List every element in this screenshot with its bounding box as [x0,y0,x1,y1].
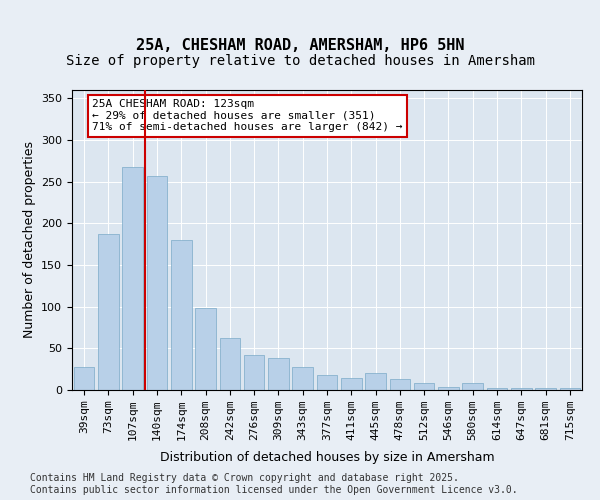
Bar [535,388,556,390]
Text: Contains HM Land Registry data © Crown copyright and database right 2025.
Contai: Contains HM Land Registry data © Crown c… [30,474,518,495]
Text: 25A CHESHAM ROAD: 123sqm
← 29% of detached houses are smaller (351)
71% of semi-: 25A CHESHAM ROAD: 123sqm ← 29% of detach… [92,99,403,132]
Bar [146,176,167,390]
Bar [438,386,459,390]
Bar [292,366,313,390]
Bar [220,338,240,390]
Bar [463,382,483,390]
Bar [389,379,410,390]
Bar [268,358,289,390]
Bar [98,234,119,390]
Text: Size of property relative to detached houses in Amersham: Size of property relative to detached ho… [65,54,535,68]
Bar [195,308,216,390]
Bar [171,240,191,390]
Bar [414,384,434,390]
Bar [511,388,532,390]
Bar [560,388,580,390]
Bar [365,374,386,390]
Bar [122,166,143,390]
Bar [74,366,94,390]
Bar [244,355,265,390]
X-axis label: Distribution of detached houses by size in Amersham: Distribution of detached houses by size … [160,452,494,464]
Bar [317,375,337,390]
Text: 25A, CHESHAM ROAD, AMERSHAM, HP6 5HN: 25A, CHESHAM ROAD, AMERSHAM, HP6 5HN [136,38,464,52]
Bar [341,378,362,390]
Bar [487,388,508,390]
Y-axis label: Number of detached properties: Number of detached properties [23,142,35,338]
